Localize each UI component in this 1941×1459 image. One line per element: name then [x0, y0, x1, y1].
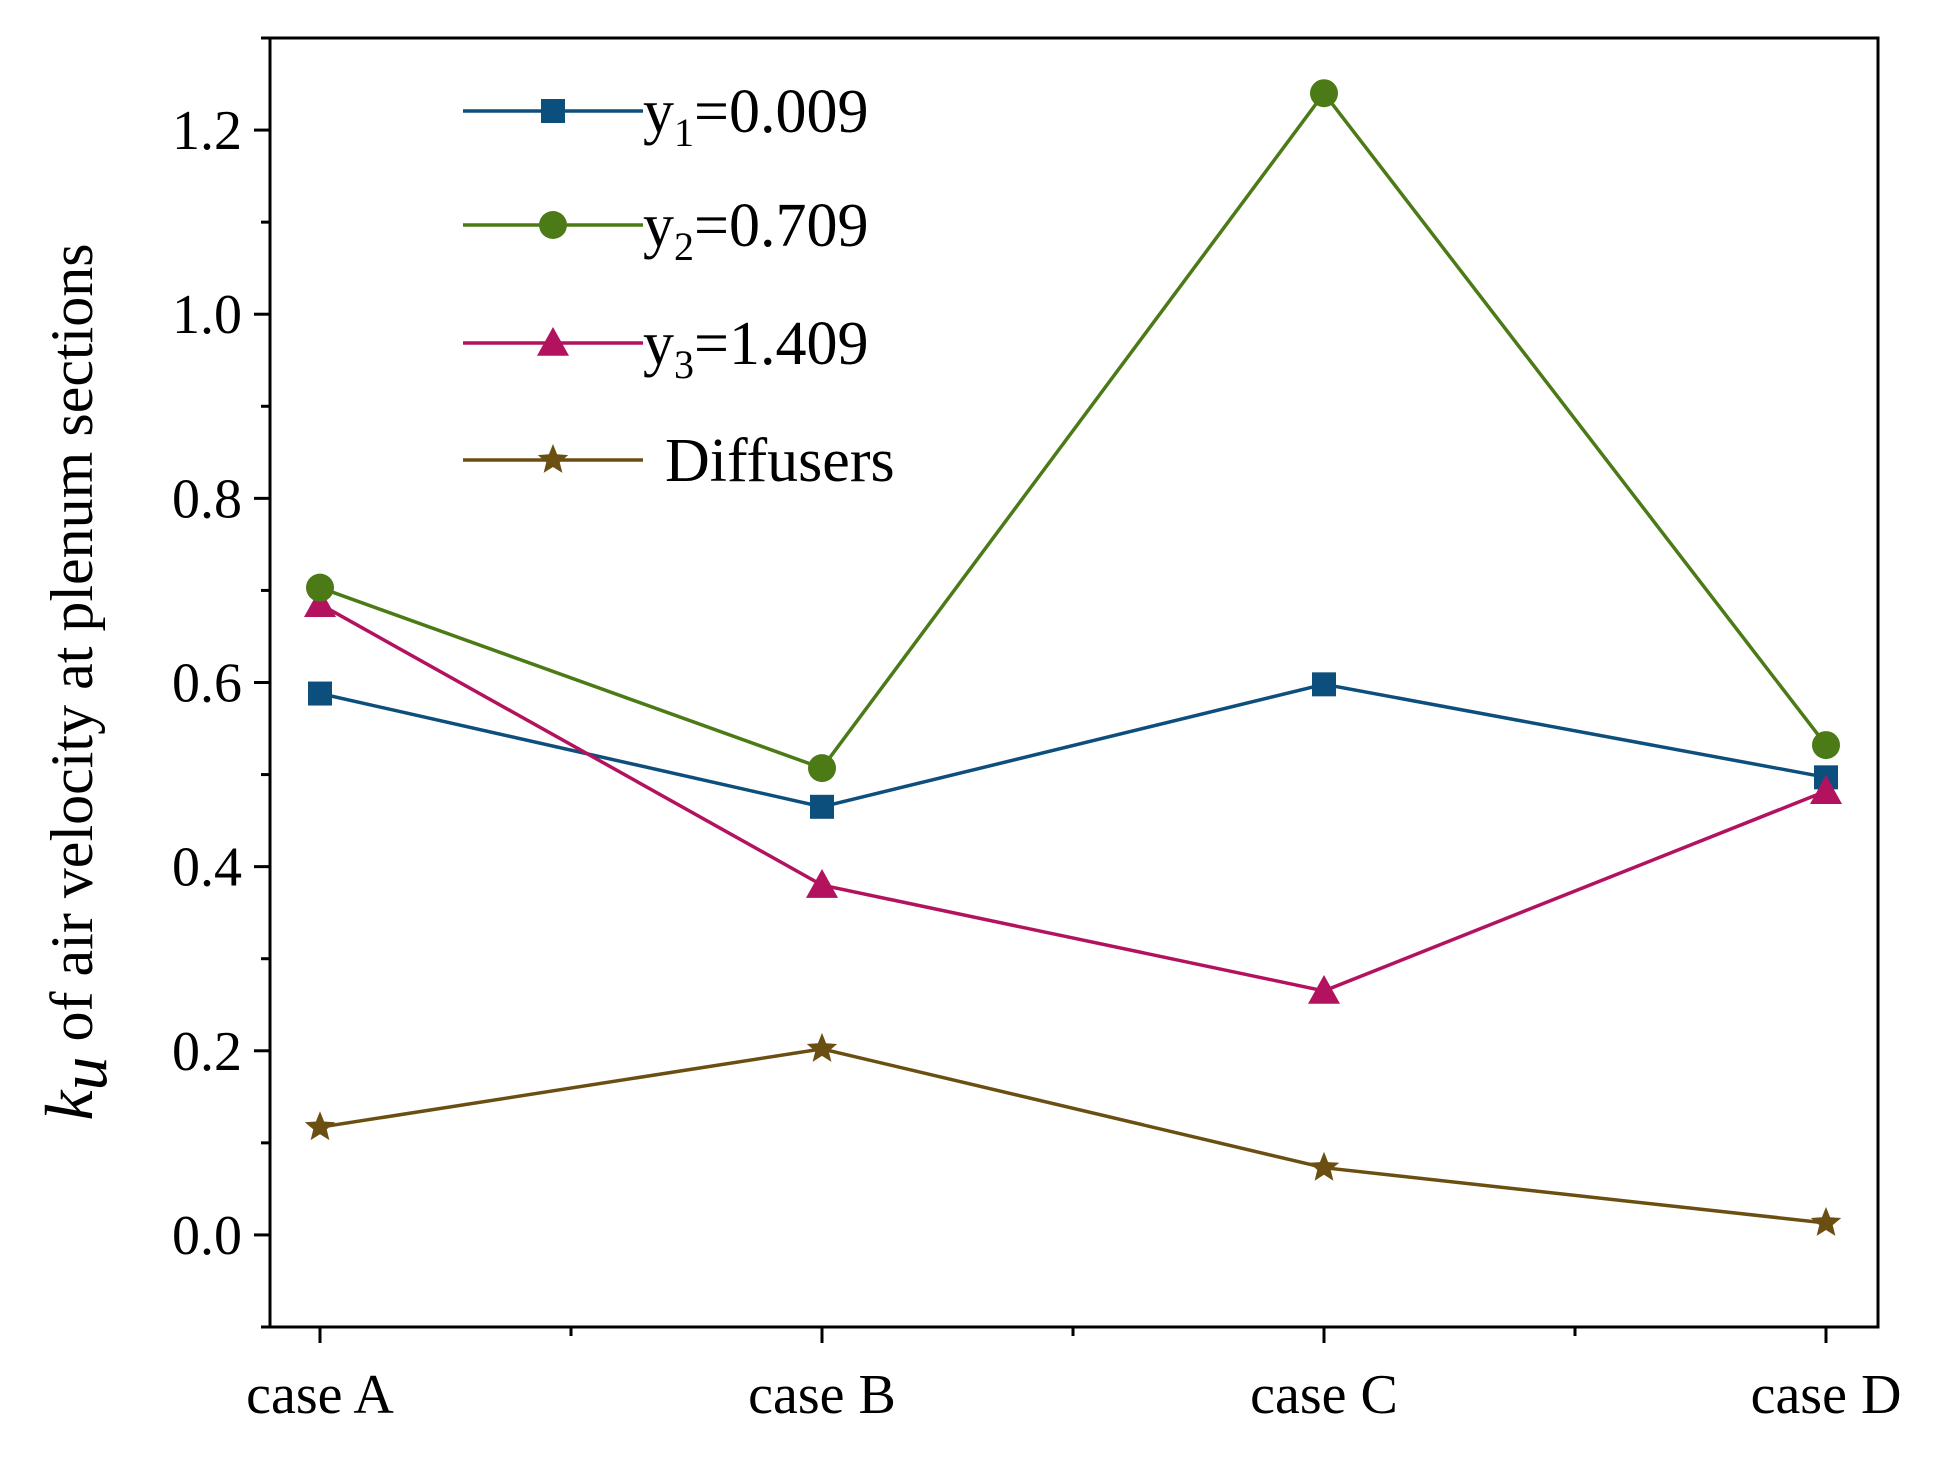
data-point — [1312, 672, 1336, 697]
series-line — [319, 1047, 1827, 1225]
series-3 — [304, 588, 1842, 1004]
plot-frame — [268, 36, 1880, 1329]
data-point — [1310, 79, 1338, 108]
data-point — [308, 681, 332, 706]
data-point — [1308, 1151, 1340, 1181]
x-tick-label: case D — [1751, 1364, 1902, 1426]
data-point — [304, 588, 336, 618]
data-point — [304, 1111, 336, 1141]
y-tick-label: 1.2 — [172, 100, 242, 162]
data-point — [1812, 731, 1840, 760]
legend-entry: y1=0.009 — [463, 78, 868, 155]
legend-marker — [541, 99, 565, 123]
series-line — [319, 602, 1827, 993]
data-point — [810, 794, 834, 819]
legend-label: Diffusers — [665, 427, 895, 495]
data-point — [1308, 974, 1340, 1004]
legend-label: y3=1.409 — [643, 310, 868, 387]
y-tick-label: 0.4 — [172, 837, 242, 899]
y-axis: 0.0 0.2 0.4 0.6 0.8 1.0 1.2 — [172, 36, 270, 1329]
y-tick-label: 0.0 — [172, 1205, 242, 1267]
x-axis: case A case B case C case D — [246, 1327, 1901, 1426]
y-axis-title-subscript: u — [45, 1056, 121, 1090]
legend: y1=0.009 y2=0.709 y3=1.409 Diffusers — [463, 78, 895, 495]
y-axis-title: ku of air velocity at plenum sections — [31, 243, 121, 1120]
series-4 — [304, 1032, 1842, 1236]
legend-entry: y3=1.409 — [463, 310, 868, 387]
data-point — [808, 754, 836, 783]
x-tick-label: case B — [748, 1364, 896, 1426]
y-axis-title-symbol: k — [31, 1089, 107, 1121]
y-tick-label: 1.0 — [172, 284, 242, 346]
x-tick-label: case C — [1250, 1364, 1398, 1426]
legend-marker — [539, 211, 567, 239]
legend-entry: Diffusers — [463, 427, 895, 495]
y-tick-label: 0.8 — [172, 468, 242, 530]
y-tick-label: 0.6 — [172, 653, 242, 715]
series-layer — [304, 79, 1842, 1236]
data-point — [1810, 1207, 1842, 1236]
series-line — [319, 682, 1827, 809]
series-1 — [308, 672, 1838, 819]
legend-marker — [537, 327, 569, 356]
data-point — [306, 573, 334, 602]
y-axis-title-text: of air velocity at plenum sections — [39, 243, 105, 1056]
series-line — [319, 90, 1828, 771]
legend-marker — [537, 444, 569, 473]
y-tick-label: 0.2 — [172, 1021, 242, 1083]
data-point — [806, 869, 838, 898]
series-2 — [306, 79, 1840, 783]
legend-label: y1=0.009 — [643, 78, 868, 155]
data-point — [806, 1032, 838, 1062]
x-tick-label: case A — [246, 1364, 394, 1426]
legend-label: y2=0.709 — [643, 192, 868, 269]
data-point — [1810, 775, 1842, 804]
legend-entry: y2=0.709 — [463, 192, 868, 269]
